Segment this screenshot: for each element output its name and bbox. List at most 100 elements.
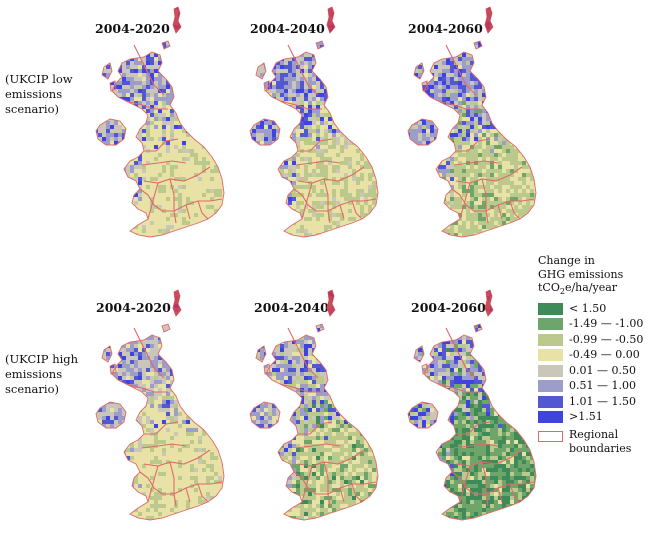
coastline [315, 323, 325, 333]
regional-boundary [455, 166, 523, 184]
shetland-islands [173, 7, 181, 33]
legend-title-line1: Change in [538, 254, 595, 267]
regional-boundary [453, 160, 499, 166]
uk-map-high-2040 [249, 289, 379, 521]
uk-map-low-2020 [95, 6, 225, 238]
regional-boundary [301, 182, 313, 220]
regional-boundary [144, 421, 179, 435]
legend-item: -0.49 — 0.00 [538, 348, 650, 364]
coastline [265, 334, 379, 521]
regional-boundary [323, 461, 329, 494]
regional-boundary [327, 493, 331, 507]
legend-label-boundary: Regional boundaries [569, 427, 632, 455]
legend-swatch [538, 395, 563, 408]
scenario-label-low: (UKCIP low emissions scenario) [5, 72, 73, 116]
legend-label: >1.51 [569, 410, 603, 424]
regional-boundary [197, 483, 209, 503]
regional-boundary [301, 465, 313, 503]
regional-boundary [351, 200, 363, 220]
coastline [249, 118, 281, 146]
coastline [255, 345, 267, 363]
shetland-islands [327, 290, 335, 316]
regional-boundary [287, 327, 319, 379]
regional-boundary [125, 383, 168, 393]
map-title-low-2020: 2004-2020 [95, 21, 170, 36]
map-title-high-2060: 2004-2060 [411, 300, 486, 315]
regional-boundary [143, 449, 211, 467]
coastline [95, 118, 127, 146]
uk-map-high-2020 [95, 289, 225, 521]
shetland-islands [485, 7, 493, 33]
legend-swatch [538, 302, 563, 315]
regional-boundary [298, 421, 333, 435]
legend-swatch [538, 333, 563, 346]
uk-map-low-2040 [249, 6, 379, 238]
regional-boundary [485, 210, 489, 224]
regional-boundary [297, 166, 365, 184]
coastline [473, 40, 483, 50]
legend-item: >1.51 [538, 410, 650, 426]
legend-item: 1.01 — 1.50 [538, 395, 650, 411]
regional-boundary [169, 178, 175, 211]
coastline [255, 62, 267, 80]
regional-boundary [279, 100, 322, 110]
legend-label: -0.99 — -0.50 [569, 332, 644, 346]
regional-boundary [287, 44, 319, 96]
coastline [101, 345, 113, 363]
regional-boundary [147, 465, 159, 503]
regional-boundary [455, 449, 523, 467]
legend-swatch [538, 349, 563, 362]
regional-boundary [298, 138, 333, 152]
regional-boundary [459, 182, 471, 220]
regional-boundary [339, 487, 345, 503]
regional-boundary [133, 44, 165, 96]
legend: Change in GHG emissions tCO2e/ha/year < … [538, 254, 650, 458]
uk-map-low-2060 [407, 6, 537, 238]
legend-item: -1.49 — -1.00 [538, 317, 650, 333]
coastline [421, 80, 429, 92]
coastline [407, 118, 439, 146]
legend-item: 0.01 — 0.50 [538, 364, 650, 380]
coastline [421, 363, 429, 375]
regional-boundary [509, 483, 521, 503]
coastline [315, 40, 325, 50]
regional-boundary [485, 493, 489, 507]
legend-label: 1.01 — 1.50 [569, 394, 636, 408]
shetland-islands [485, 290, 493, 316]
legend-item: -0.99 — -0.50 [538, 333, 650, 349]
legend-swatch-boundary [538, 430, 563, 442]
map-title-low-2040: 2004-2040 [250, 21, 325, 36]
regional-boundary [437, 383, 480, 393]
regional-boundary [297, 449, 365, 467]
regional-boundary [279, 383, 322, 393]
map-title-low-2060: 2004-2060 [408, 21, 483, 36]
legend-item: < 1.50 [538, 302, 650, 318]
legend-label: < 1.50 [569, 301, 607, 315]
regional-boundary [445, 327, 477, 379]
coastline [407, 401, 439, 429]
regional-boundary [509, 200, 521, 220]
map-title-high-2020: 2004-2020 [96, 300, 171, 315]
regional-boundary [147, 182, 159, 220]
shetland-islands [327, 7, 335, 33]
regional-boundary [185, 204, 191, 220]
scenario-label-high: (UKCIP high emissions scenario) [5, 352, 79, 396]
uk-map-high-2060 [407, 289, 537, 521]
regional-boundary [437, 100, 480, 110]
coastline [263, 80, 271, 92]
regional-boundary [453, 443, 499, 449]
regional-boundary [327, 210, 331, 224]
coastline [109, 80, 117, 92]
legend-item: 0.51 — 1.00 [538, 379, 650, 395]
shetland-islands [173, 290, 181, 316]
coastline [101, 62, 113, 80]
legend-swatch [538, 411, 563, 424]
legend-label: -1.49 — -1.00 [569, 317, 644, 331]
coastline [423, 334, 537, 521]
legend-label: 0.51 — 1.00 [569, 379, 636, 393]
coastline [413, 345, 425, 363]
legend-swatch [538, 318, 563, 331]
regional-boundary [481, 461, 487, 494]
coastline [263, 363, 271, 375]
regional-boundary [339, 204, 345, 220]
